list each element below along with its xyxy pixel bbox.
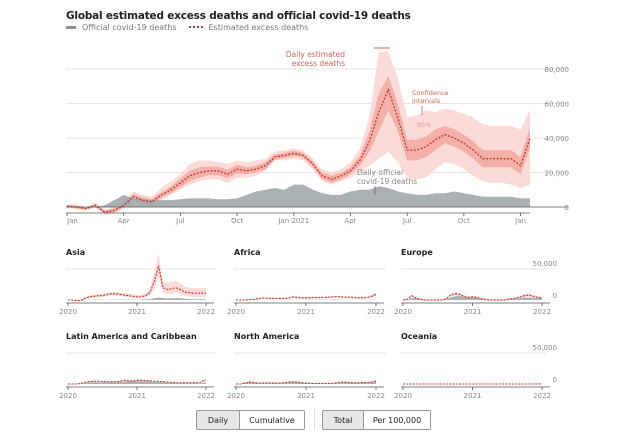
ci-95-band: [67, 51, 530, 215]
panel-excess-line: [236, 293, 377, 301]
metric-toggle: Daily Cumulative: [196, 410, 305, 430]
ci-inner-band: [67, 75, 530, 214]
panel-y-tick-label: 50,000: [533, 260, 558, 268]
legend-official-label: Official covid-19 deaths: [82, 23, 177, 32]
panel-y-tick-label: 50,000: [533, 344, 558, 352]
panel-official-area: [403, 296, 542, 300]
panel-x-tick-label: 2020: [227, 308, 245, 316]
panel-x-tick-label: 2020: [59, 392, 77, 400]
x-tick-label: Apr: [344, 217, 356, 225]
annotation-excess-label: excess deaths: [292, 59, 345, 68]
x-tick-label: Oct: [458, 217, 470, 225]
x-tick-label: Jul: [175, 217, 185, 225]
panel-x-tick-label: 2021: [128, 308, 146, 316]
annotation-official-label: Daily official: [357, 168, 403, 177]
chart-title: Global estimated excess deaths and offic…: [66, 10, 411, 22]
y-tick-label: 20,000: [545, 170, 570, 178]
total-button[interactable]: Total: [323, 411, 364, 429]
panel-x-tick-label: 2021: [297, 392, 315, 400]
legend-excess-label: Estimated excess deaths: [208, 23, 309, 32]
panel-title-asia: Asia: [66, 248, 86, 257]
scale-toggle: Total Per 100,000: [322, 410, 431, 430]
annotation-95-label: 95%: [417, 121, 431, 129]
panel-x-tick-label: 2022: [367, 392, 385, 400]
x-tick-label: Apr: [118, 217, 130, 225]
panel-x-tick-label: 2021: [128, 392, 146, 400]
panel-ci-band: [236, 380, 376, 385]
x-tick-label: Jan: [66, 217, 78, 225]
y-tick-label: 80,000: [545, 66, 570, 74]
legend-excess-swatch: [188, 25, 203, 28]
x-tick-label: Jan: [514, 217, 526, 225]
panel-x-tick-label: 2022: [197, 308, 215, 316]
panel-excess-line: [236, 380, 377, 385]
panel-x-tick-label: 2020: [59, 308, 77, 316]
panel-x-tick-label: 2022: [367, 308, 385, 316]
panel-title-north-america: North America: [234, 332, 300, 341]
panel-x-tick-label: 2021: [297, 308, 315, 316]
annotation-official-label: covid-19 deaths: [357, 177, 417, 186]
x-tick-label: Jan 2021: [277, 217, 309, 225]
panel-x-tick-label: 2021: [464, 308, 482, 316]
panel-excess-line: [68, 379, 207, 385]
y-tick-label: 0: [565, 204, 569, 212]
annotation-excess-label: Daily estimated: [286, 50, 345, 59]
panel-x-tick-label: 2020: [394, 392, 412, 400]
panel-ci-band: [236, 292, 376, 301]
panel-official-area: [68, 297, 206, 300]
per-100k-button[interactable]: Per 100,000: [364, 411, 430, 429]
panel-ci-band: [68, 253, 206, 302]
y-tick-label: 60,000: [545, 101, 570, 109]
x-tick-label: Oct: [231, 217, 243, 225]
daily-button[interactable]: Daily: [197, 411, 240, 429]
y-tick-label: 40,000: [545, 135, 570, 143]
panel-y-tick-label: 0: [553, 292, 557, 300]
toggle-divider: [314, 408, 315, 430]
panel-title-oceania: Oceania: [401, 332, 438, 341]
panel-x-tick-label: 2020: [227, 392, 245, 400]
panel-x-tick-label: 2022: [197, 392, 215, 400]
cumulative-button[interactable]: Cumulative: [240, 411, 304, 429]
panel-excess-line: [402, 293, 543, 301]
panel-official-area: [68, 381, 206, 384]
legend: Official covid-19 deaths Estimated exces…: [66, 23, 308, 32]
excess-deaths-line: [66, 87, 531, 213]
panel-official-area: [236, 381, 376, 384]
panel-title-africa: Africa: [234, 248, 261, 257]
panel-y-tick-label: 0: [553, 376, 557, 384]
annotation-ci-label: Confidence: [412, 89, 449, 97]
legend-official-swatch: [66, 26, 76, 29]
panel-x-tick-label: 2022: [533, 308, 551, 316]
panel-title-europe: Europe: [401, 248, 433, 257]
panel-excess-line: [68, 265, 206, 302]
x-tick-label: Jul: [402, 217, 412, 225]
panel-title-latin-america: Latin America and Caribbean: [66, 332, 197, 341]
panel-x-tick-label: 2021: [464, 392, 482, 400]
panel-x-tick-label: 2022: [533, 392, 551, 400]
panel-x-tick-label: 2020: [394, 308, 412, 316]
annotation-ci-label: intervals: [412, 97, 441, 105]
official-deaths-area: [67, 184, 530, 207]
